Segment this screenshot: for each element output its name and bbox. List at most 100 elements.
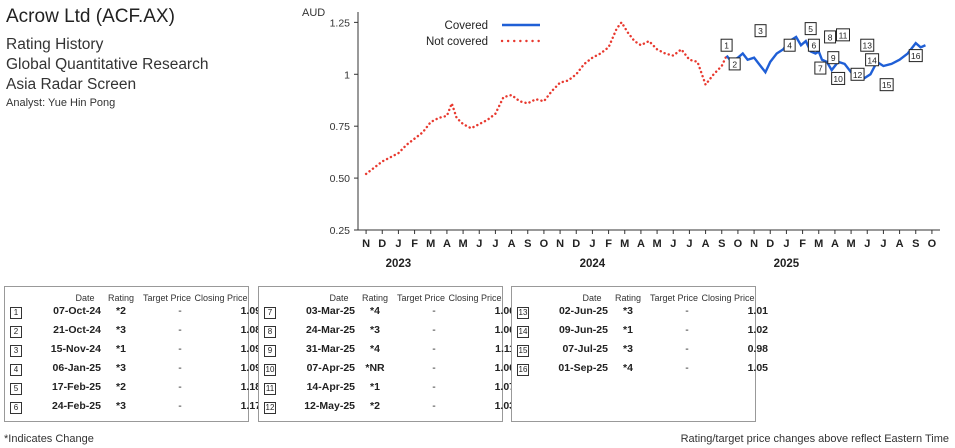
- event-date: 15-Nov-24: [50, 343, 101, 355]
- event-rating: *4: [370, 343, 380, 355]
- event-closing-price: 1.06: [494, 305, 515, 317]
- rating-change-marker-label: 12: [853, 70, 863, 80]
- x-tick-label: A: [702, 238, 710, 250]
- table-row: 4 06-Jan-25 *3 - 1.09: [5, 360, 261, 378]
- rating-change-marker: [865, 53, 880, 67]
- rating-change-marker: [836, 28, 850, 42]
- x-tick-label: J: [476, 238, 482, 250]
- event-closing-price: 1.18: [240, 381, 261, 393]
- x-tick-label: A: [831, 238, 839, 250]
- event-rating: *4: [370, 305, 380, 317]
- x-tick-label: A: [637, 238, 645, 250]
- event-target-price: -: [178, 362, 182, 374]
- table-row: 1 07-Oct-24 *2 - 1.09: [5, 303, 261, 321]
- y-tick-label: 1.25: [330, 17, 351, 29]
- rating-change-marker-label: 10: [833, 74, 843, 84]
- legend-label-covered: Covered: [445, 20, 488, 32]
- subtitle-rating-history: Rating History: [6, 36, 104, 53]
- event-closing-price: 1.05: [747, 362, 768, 374]
- event-target-price: -: [685, 305, 689, 317]
- rating-change-marker: [754, 24, 767, 38]
- x-tick-label: J: [686, 238, 692, 250]
- x-tick-label: F: [605, 238, 612, 250]
- rating-change-marker: [879, 78, 894, 92]
- event-number-box: 10: [264, 364, 276, 376]
- event-date: 06-Jan-25: [52, 362, 101, 374]
- x-tick-label: J: [395, 238, 401, 250]
- table-header-target: Target Price: [142, 293, 192, 303]
- subtitle-research-group: Global Quantitative Research: [6, 56, 209, 73]
- event-rating: *4: [623, 362, 633, 374]
- x-tick-label: S: [524, 238, 531, 250]
- table-row: 8 24-Mar-25 *3 - 1.06: [259, 322, 515, 340]
- event-date: 03-Mar-25: [305, 305, 355, 317]
- table-row: 11 14-Apr-25 *1 - 1.07: [259, 379, 515, 397]
- table-header-rating: Rating: [361, 293, 388, 303]
- event-rating: *3: [623, 343, 633, 355]
- event-target-price: -: [432, 343, 436, 355]
- table-row: 12 12-May-25 *2 - 1.03: [259, 398, 515, 416]
- legend-label-not-covered: Not covered: [426, 36, 488, 48]
- y-tick-label: 0.75: [330, 121, 351, 133]
- not-covered-series-line: [364, 20, 728, 176]
- table-header-date: Date: [329, 293, 349, 303]
- x-tick-label: N: [362, 238, 370, 250]
- x-tick-label: F: [799, 238, 806, 250]
- event-number-box: 9: [264, 345, 276, 357]
- table-header-rating: Rating: [614, 293, 641, 303]
- y-axis-label: AUD: [302, 7, 325, 19]
- event-number-box: 12: [264, 402, 276, 414]
- event-closing-price: 1.06: [494, 324, 515, 336]
- event-rating: *3: [116, 400, 126, 412]
- year-label: 2023: [386, 258, 412, 270]
- rating-change-marker-label: 3: [758, 26, 763, 36]
- x-tick-label: J: [864, 238, 870, 250]
- event-target-price: -: [432, 400, 436, 412]
- rating-change-marker: [860, 38, 875, 52]
- x-tick-label: M: [652, 238, 661, 250]
- event-target-price: -: [432, 381, 436, 393]
- x-tick-label: N: [556, 238, 564, 250]
- x-tick-label: A: [508, 238, 516, 250]
- rating-change-marker-label: 1: [724, 41, 729, 51]
- event-target-price: -: [178, 343, 182, 355]
- y-tick-label: 0.50: [330, 173, 351, 185]
- rating-change-marker: [831, 71, 846, 85]
- table-row: 16 01-Sep-25 *4 - 1.05: [512, 360, 768, 378]
- event-target-price: -: [178, 400, 182, 412]
- x-tick-label: D: [378, 238, 386, 250]
- rating-change-marker-label: 16: [911, 51, 921, 61]
- event-rating: *2: [370, 400, 380, 412]
- rating-change-marker: [804, 22, 817, 36]
- rating-change-marker-label: 13: [863, 41, 873, 51]
- event-number-box: 1: [10, 307, 22, 319]
- rating-change-marker: [814, 61, 827, 75]
- event-number-box: 11: [264, 383, 276, 395]
- page-title: Acrow Ltd (ACF.AX): [6, 6, 175, 27]
- x-tick-label: J: [589, 238, 595, 250]
- event-date: 21-Oct-24: [53, 324, 101, 336]
- y-tick-label: 1: [344, 69, 350, 81]
- rating-change-marker: [824, 30, 837, 44]
- rating-change-marker-label: 7: [818, 64, 823, 74]
- table-header-close: Closing Price: [701, 293, 755, 303]
- event-target-price: -: [178, 324, 182, 336]
- x-tick-label: S: [912, 238, 919, 250]
- change-note: *Indicates Change: [4, 433, 94, 445]
- event-rating: *3: [370, 324, 380, 336]
- x-tick-label: M: [458, 238, 467, 250]
- timezone-note: Rating/target price changes above reflec…: [680, 433, 949, 445]
- event-closing-price: 1.09: [240, 362, 261, 374]
- rating-change-marker-label: 2: [732, 59, 737, 69]
- event-date: 12-May-25: [304, 400, 355, 412]
- rating-change-marker: [850, 67, 865, 81]
- event-number-box: 8: [264, 326, 276, 338]
- event-date: 24-Mar-25: [305, 324, 355, 336]
- table-header-target: Target Price: [649, 293, 699, 303]
- event-number-box: 3: [10, 345, 22, 357]
- rating-change-marker: [783, 38, 796, 52]
- analyst-name: Analyst: Yue Hin Pong: [6, 97, 116, 109]
- rating-change-marker-label: 6: [812, 41, 817, 51]
- rating-table-3: Date Rating Target Price Closing Price 13 02-…: [511, 286, 768, 422]
